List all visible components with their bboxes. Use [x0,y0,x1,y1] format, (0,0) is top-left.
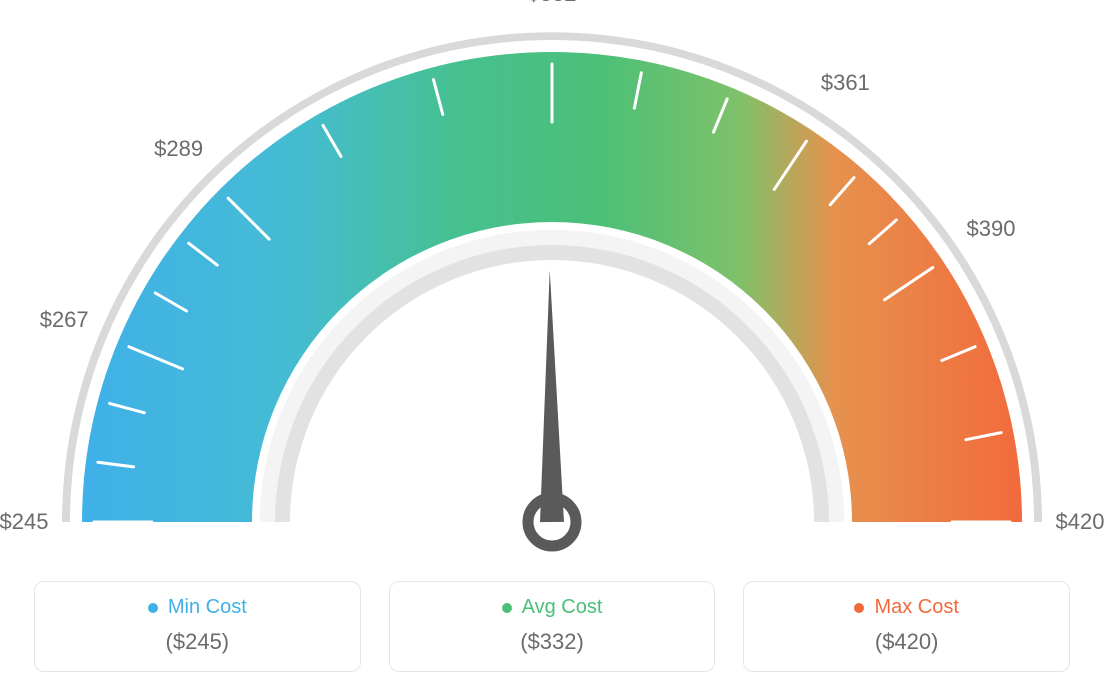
gauge-tick-label: $390 [967,216,1016,242]
legend-dot-min [148,603,158,613]
gauge-tick-label: $420 [1056,509,1104,535]
legend-card-min: Min Cost ($245) [34,581,361,672]
gauge-chart: $245 $267 $289 $332 $361 $390 $420 [0,0,1104,560]
gauge-tick-label: $361 [821,70,870,96]
gauge-tick-label: $289 [154,136,203,162]
gauge-svg [0,0,1104,560]
legend-title-min: Min Cost [148,596,247,619]
legend-title-max: Max Cost [854,596,958,619]
legend-label-avg: Avg Cost [522,596,603,619]
legend-value-min: ($245) [45,629,350,655]
legend-label-min: Min Cost [168,596,247,619]
legend-title-avg: Avg Cost [502,596,603,619]
legend-row: Min Cost ($245) Avg Cost ($332) Max Cost… [0,581,1104,672]
legend-dot-max [854,603,864,613]
legend-value-max: ($420) [754,629,1059,655]
gauge-tick-label: $245 [0,509,48,535]
legend-card-avg: Avg Cost ($332) [389,581,716,672]
legend-value-avg: ($332) [400,629,705,655]
gauge-tick-label: $332 [528,0,577,7]
legend-card-max: Max Cost ($420) [743,581,1070,672]
legend-label-max: Max Cost [874,596,958,619]
gauge-tick-label: $267 [40,307,89,333]
legend-dot-avg [502,603,512,613]
